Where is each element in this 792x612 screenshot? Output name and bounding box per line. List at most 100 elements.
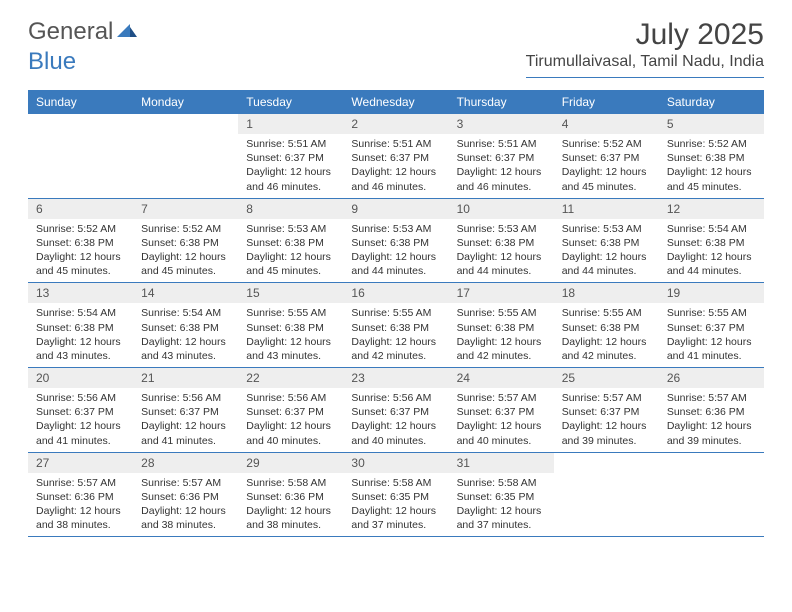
day-number: 8 bbox=[238, 199, 343, 219]
week-row: 1Sunrise: 5:51 AMSunset: 6:37 PMDaylight… bbox=[28, 114, 764, 199]
sunrise-text: Sunrise: 5:55 AM bbox=[457, 306, 546, 320]
day-details: Sunrise: 5:55 AMSunset: 6:37 PMDaylight:… bbox=[659, 303, 764, 367]
daylight-text: Daylight: 12 hours and 46 minutes. bbox=[351, 165, 440, 193]
day-cell: 30Sunrise: 5:58 AMSunset: 6:35 PMDayligh… bbox=[343, 453, 448, 537]
day-cell: 20Sunrise: 5:56 AMSunset: 6:37 PMDayligh… bbox=[28, 368, 133, 452]
sunrise-text: Sunrise: 5:53 AM bbox=[562, 222, 651, 236]
daylight-text: Daylight: 12 hours and 43 minutes. bbox=[141, 335, 230, 363]
month-title: July 2025 bbox=[526, 18, 764, 51]
daylight-text: Daylight: 12 hours and 40 minutes. bbox=[351, 419, 440, 447]
day-details: Sunrise: 5:57 AMSunset: 6:37 PMDaylight:… bbox=[554, 388, 659, 452]
sunrise-text: Sunrise: 5:56 AM bbox=[246, 391, 335, 405]
day-cell: 2Sunrise: 5:51 AMSunset: 6:37 PMDaylight… bbox=[343, 114, 448, 198]
sunrise-text: Sunrise: 5:53 AM bbox=[457, 222, 546, 236]
sunset-text: Sunset: 6:37 PM bbox=[667, 321, 756, 335]
sunset-text: Sunset: 6:38 PM bbox=[141, 321, 230, 335]
day-details: Sunrise: 5:52 AMSunset: 6:38 PMDaylight:… bbox=[659, 134, 764, 198]
calendar-page: General July 2025 Tirumullaivasal, Tamil… bbox=[0, 0, 792, 537]
day-cell: 28Sunrise: 5:57 AMSunset: 6:36 PMDayligh… bbox=[133, 453, 238, 537]
weekday-header: Wednesday bbox=[343, 90, 448, 114]
sunrise-text: Sunrise: 5:51 AM bbox=[246, 137, 335, 151]
day-details: Sunrise: 5:54 AMSunset: 6:38 PMDaylight:… bbox=[659, 219, 764, 283]
day-details: Sunrise: 5:58 AMSunset: 6:36 PMDaylight:… bbox=[238, 473, 343, 537]
day-cell: 21Sunrise: 5:56 AMSunset: 6:37 PMDayligh… bbox=[133, 368, 238, 452]
sunrise-text: Sunrise: 5:56 AM bbox=[141, 391, 230, 405]
day-number: 22 bbox=[238, 368, 343, 388]
day-details: Sunrise: 5:55 AMSunset: 6:38 PMDaylight:… bbox=[238, 303, 343, 367]
day-number: 30 bbox=[343, 453, 448, 473]
day-cell: 22Sunrise: 5:56 AMSunset: 6:37 PMDayligh… bbox=[238, 368, 343, 452]
day-cell: 23Sunrise: 5:56 AMSunset: 6:37 PMDayligh… bbox=[343, 368, 448, 452]
day-cell: 29Sunrise: 5:58 AMSunset: 6:36 PMDayligh… bbox=[238, 453, 343, 537]
daylight-text: Daylight: 12 hours and 37 minutes. bbox=[351, 504, 440, 532]
day-number: 4 bbox=[554, 114, 659, 134]
day-details: Sunrise: 5:58 AMSunset: 6:35 PMDaylight:… bbox=[449, 473, 554, 537]
day-cell: 6Sunrise: 5:52 AMSunset: 6:38 PMDaylight… bbox=[28, 199, 133, 283]
sunrise-text: Sunrise: 5:56 AM bbox=[36, 391, 125, 405]
day-number: 28 bbox=[133, 453, 238, 473]
sunrise-text: Sunrise: 5:57 AM bbox=[562, 391, 651, 405]
sunrise-text: Sunrise: 5:51 AM bbox=[457, 137, 546, 151]
sunrise-text: Sunrise: 5:53 AM bbox=[351, 222, 440, 236]
day-cell: 3Sunrise: 5:51 AMSunset: 6:37 PMDaylight… bbox=[449, 114, 554, 198]
day-details: Sunrise: 5:52 AMSunset: 6:38 PMDaylight:… bbox=[133, 219, 238, 283]
sunset-text: Sunset: 6:36 PM bbox=[36, 490, 125, 504]
sunrise-text: Sunrise: 5:54 AM bbox=[36, 306, 125, 320]
sunrise-text: Sunrise: 5:55 AM bbox=[562, 306, 651, 320]
day-number: 6 bbox=[28, 199, 133, 219]
week-row: 13Sunrise: 5:54 AMSunset: 6:38 PMDayligh… bbox=[28, 283, 764, 368]
weekday-header-row: Sunday Monday Tuesday Wednesday Thursday… bbox=[28, 90, 764, 114]
day-cell: 5Sunrise: 5:52 AMSunset: 6:38 PMDaylight… bbox=[659, 114, 764, 198]
daylight-text: Daylight: 12 hours and 38 minutes. bbox=[36, 504, 125, 532]
day-number: 7 bbox=[133, 199, 238, 219]
day-details: Sunrise: 5:51 AMSunset: 6:37 PMDaylight:… bbox=[343, 134, 448, 198]
day-details: Sunrise: 5:53 AMSunset: 6:38 PMDaylight:… bbox=[554, 219, 659, 283]
day-cell bbox=[133, 114, 238, 198]
sunrise-text: Sunrise: 5:57 AM bbox=[667, 391, 756, 405]
sunrise-text: Sunrise: 5:58 AM bbox=[246, 476, 335, 490]
day-cell: 31Sunrise: 5:58 AMSunset: 6:35 PMDayligh… bbox=[449, 453, 554, 537]
sunrise-text: Sunrise: 5:54 AM bbox=[141, 306, 230, 320]
day-number: 15 bbox=[238, 283, 343, 303]
sunset-text: Sunset: 6:37 PM bbox=[457, 151, 546, 165]
day-details: Sunrise: 5:55 AMSunset: 6:38 PMDaylight:… bbox=[343, 303, 448, 367]
sunset-text: Sunset: 6:38 PM bbox=[667, 151, 756, 165]
daylight-text: Daylight: 12 hours and 38 minutes. bbox=[246, 504, 335, 532]
sunrise-text: Sunrise: 5:58 AM bbox=[351, 476, 440, 490]
day-cell bbox=[554, 453, 659, 537]
day-details: Sunrise: 5:55 AMSunset: 6:38 PMDaylight:… bbox=[449, 303, 554, 367]
sunset-text: Sunset: 6:38 PM bbox=[351, 321, 440, 335]
weeks-holder: 1Sunrise: 5:51 AMSunset: 6:37 PMDaylight… bbox=[28, 114, 764, 537]
sunrise-text: Sunrise: 5:57 AM bbox=[36, 476, 125, 490]
sunset-text: Sunset: 6:36 PM bbox=[667, 405, 756, 419]
day-cell bbox=[659, 453, 764, 537]
sunrise-text: Sunrise: 5:52 AM bbox=[562, 137, 651, 151]
sunrise-text: Sunrise: 5:54 AM bbox=[667, 222, 756, 236]
day-number: 12 bbox=[659, 199, 764, 219]
day-details: Sunrise: 5:55 AMSunset: 6:38 PMDaylight:… bbox=[554, 303, 659, 367]
sunrise-text: Sunrise: 5:51 AM bbox=[351, 137, 440, 151]
day-number: 9 bbox=[343, 199, 448, 219]
day-cell: 18Sunrise: 5:55 AMSunset: 6:38 PMDayligh… bbox=[554, 283, 659, 367]
day-details: Sunrise: 5:54 AMSunset: 6:38 PMDaylight:… bbox=[28, 303, 133, 367]
day-details: Sunrise: 5:57 AMSunset: 6:36 PMDaylight:… bbox=[659, 388, 764, 452]
brand-text-2: Blue bbox=[28, 48, 76, 76]
day-number: 2 bbox=[343, 114, 448, 134]
day-number: 20 bbox=[28, 368, 133, 388]
sunset-text: Sunset: 6:37 PM bbox=[246, 405, 335, 419]
sunrise-text: Sunrise: 5:56 AM bbox=[351, 391, 440, 405]
day-details: Sunrise: 5:54 AMSunset: 6:38 PMDaylight:… bbox=[133, 303, 238, 367]
daylight-text: Daylight: 12 hours and 46 minutes. bbox=[457, 165, 546, 193]
day-cell: 26Sunrise: 5:57 AMSunset: 6:36 PMDayligh… bbox=[659, 368, 764, 452]
weekday-header: Thursday bbox=[449, 90, 554, 114]
day-cell: 11Sunrise: 5:53 AMSunset: 6:38 PMDayligh… bbox=[554, 199, 659, 283]
day-details: Sunrise: 5:56 AMSunset: 6:37 PMDaylight:… bbox=[133, 388, 238, 452]
daylight-text: Daylight: 12 hours and 45 minutes. bbox=[141, 250, 230, 278]
day-cell: 9Sunrise: 5:53 AMSunset: 6:38 PMDaylight… bbox=[343, 199, 448, 283]
day-number: 29 bbox=[238, 453, 343, 473]
daylight-text: Daylight: 12 hours and 42 minutes. bbox=[351, 335, 440, 363]
daylight-text: Daylight: 12 hours and 44 minutes. bbox=[562, 250, 651, 278]
day-number: 5 bbox=[659, 114, 764, 134]
day-cell: 15Sunrise: 5:55 AMSunset: 6:38 PMDayligh… bbox=[238, 283, 343, 367]
brand-text-1: General bbox=[28, 18, 113, 46]
